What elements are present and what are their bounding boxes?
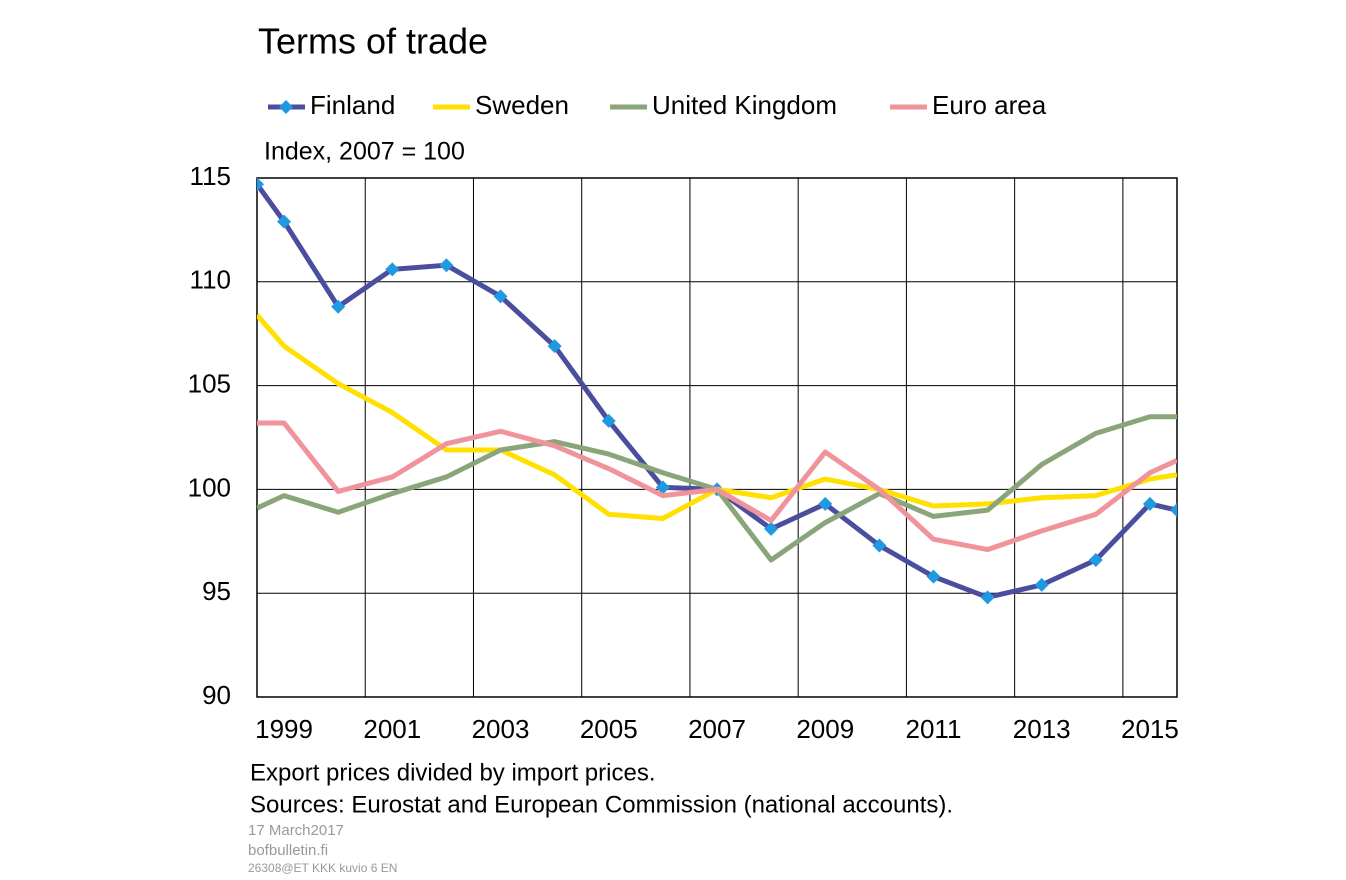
x-tick-label: 2005 <box>580 714 638 744</box>
series-marker <box>926 569 941 584</box>
chart-title: Terms of trade <box>258 21 488 62</box>
legend-label: Sweden <box>475 90 569 120</box>
footer: bofbulletin.fi <box>248 842 328 859</box>
series-marker <box>601 413 616 428</box>
y-tick-label: 110 <box>190 265 231 295</box>
series-marker <box>493 289 508 304</box>
series-marker <box>385 262 400 277</box>
legend-marker <box>279 100 293 114</box>
plot-area <box>257 178 1177 605</box>
series-marker <box>257 178 264 192</box>
legend-label: Finland <box>310 90 395 120</box>
x-tick-label: 2011 <box>906 714 962 744</box>
note: Sources: Eurostat and European Commissio… <box>250 791 953 818</box>
series-marker <box>547 339 562 354</box>
x-tick-label: 2003 <box>472 714 530 744</box>
series-marker <box>872 538 887 553</box>
note: Export prices divided by import prices. <box>250 759 656 786</box>
x-tick-label: 2007 <box>688 714 746 744</box>
series-marker <box>980 590 995 605</box>
series-line <box>257 420 1177 553</box>
series-marker <box>277 214 292 229</box>
series-marker <box>1170 503 1177 518</box>
series-marker <box>1142 496 1157 511</box>
y-tick-label: 105 <box>188 368 231 398</box>
series-marker <box>655 480 670 495</box>
series-marker <box>1034 577 1049 592</box>
x-tick-label: 2001 <box>363 714 421 744</box>
subtitle: Index, 2007 = 100 <box>264 138 465 166</box>
y-tick-label: 95 <box>202 576 231 606</box>
legend-label: United Kingdom <box>652 90 837 120</box>
series-marker <box>764 521 779 536</box>
x-tick-label: 2015 <box>1121 714 1179 744</box>
legend-label: Euro area <box>932 90 1047 120</box>
x-tick-label: 2009 <box>796 714 854 744</box>
y-tick-label: 115 <box>190 161 231 191</box>
series-line <box>257 182 1177 600</box>
series-marker <box>439 258 454 273</box>
y-tick-label: 100 <box>188 472 231 502</box>
y-tick-label: 90 <box>202 680 231 710</box>
series-marker <box>818 496 833 511</box>
plot-frame <box>256 177 1178 698</box>
series-marker <box>1088 552 1103 567</box>
footer: 17 March2017 <box>248 822 344 839</box>
x-tick-label: 2013 <box>1013 714 1071 744</box>
footer: 26308@ET KKK kuvio 6 EN <box>248 861 397 875</box>
x-tick-label: 1999 <box>255 714 313 744</box>
series-marker <box>331 299 346 314</box>
